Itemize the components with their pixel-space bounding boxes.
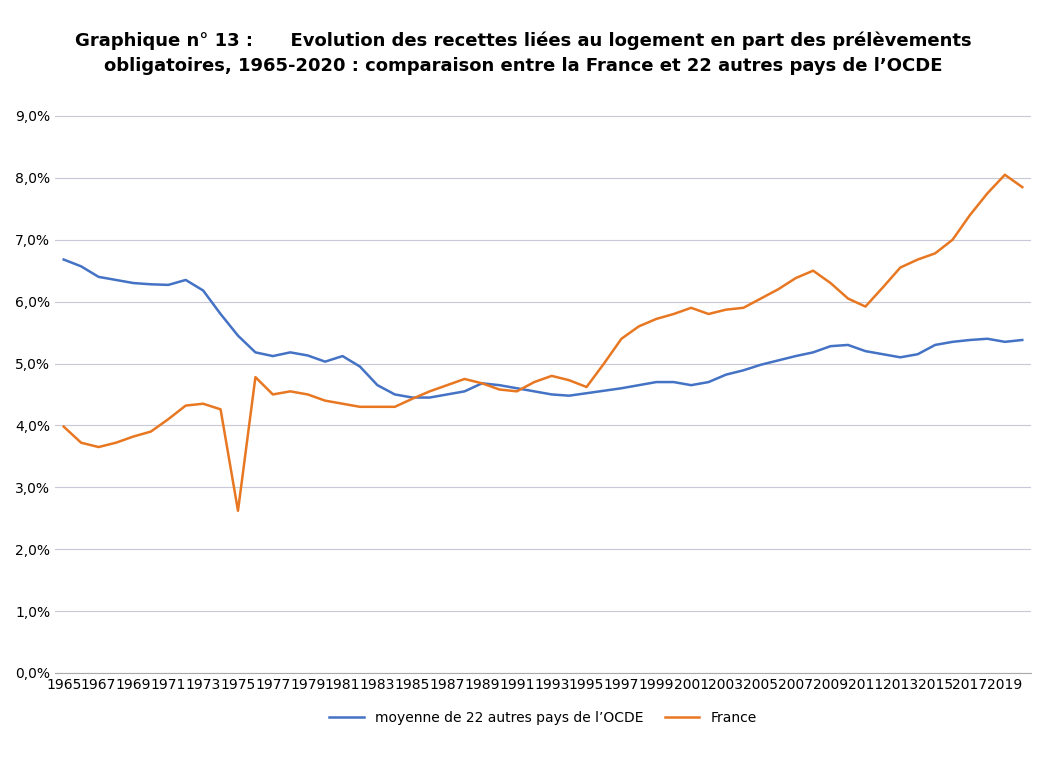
moyenne de 22 autres pays de l’OCDE: [667, 377, 680, 387]
France: [806, 266, 819, 275]
Line: France: France: [64, 175, 1022, 511]
moyenne de 22 autres pays de l’OCDE: [1016, 335, 1028, 345]
moyenne de 22 autres pays de l’OCDE: [424, 393, 436, 402]
France: [667, 310, 680, 319]
France: [75, 438, 88, 447]
Text: Graphique n° 13 :      Evolution des recettes liées au logement en part des prél: Graphique n° 13 : Evolution des recettes…: [74, 31, 972, 75]
moyenne de 22 autres pays de l’OCDE: [702, 377, 714, 387]
France: [424, 387, 436, 396]
Line: moyenne de 22 autres pays de l’OCDE: moyenne de 22 autres pays de l’OCDE: [64, 260, 1022, 398]
moyenne de 22 autres pays de l’OCDE: [58, 255, 70, 265]
moyenne de 22 autres pays de l’OCDE: [406, 393, 418, 402]
Legend: moyenne de 22 autres pays de l’OCDE, France: moyenne de 22 autres pays de l’OCDE, Fra…: [324, 706, 763, 731]
France: [615, 334, 628, 343]
France: [58, 422, 70, 431]
France: [1016, 183, 1028, 192]
France: [999, 170, 1011, 180]
moyenne de 22 autres pays de l’OCDE: [615, 384, 628, 393]
France: [702, 310, 714, 319]
France: [232, 506, 245, 516]
moyenne de 22 autres pays de l’OCDE: [75, 261, 88, 271]
moyenne de 22 autres pays de l’OCDE: [806, 348, 819, 357]
